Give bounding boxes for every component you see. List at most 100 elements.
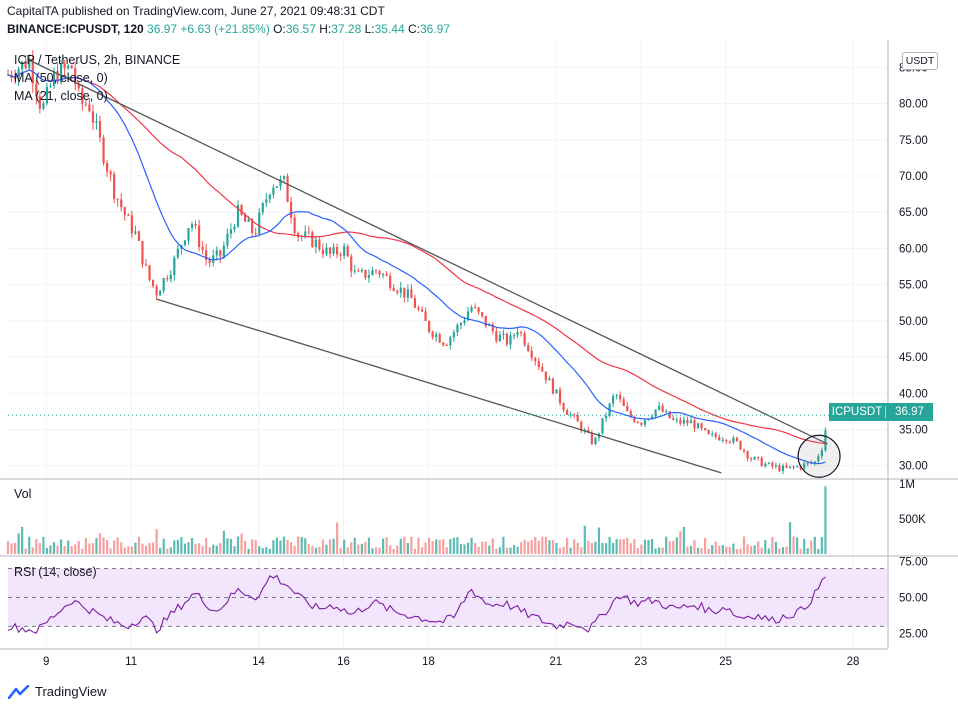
volume-bar (113, 540, 116, 554)
volume-bar (817, 549, 820, 554)
volume-bar (353, 537, 356, 554)
candle-body (516, 332, 519, 336)
candle-body (13, 77, 17, 79)
candle-body (343, 246, 346, 256)
volume-bar (293, 545, 296, 554)
volume-bar (601, 542, 604, 554)
volume-bar (52, 542, 56, 554)
volume-bar (778, 548, 781, 554)
volume-bar (675, 537, 678, 554)
candle-body (236, 205, 240, 227)
candle-body (120, 199, 123, 208)
volume-bar (629, 543, 632, 554)
volume-bar (212, 544, 215, 554)
candle-body (562, 403, 565, 411)
volume-bar (718, 545, 721, 554)
symbol-line: BINANCE:ICPUSDT, 120 36.97 +6.63 (+21.85… (7, 22, 450, 36)
candle-body (760, 457, 763, 467)
candle-body (45, 86, 49, 104)
volume-bar (13, 542, 17, 554)
volume-bar (166, 548, 169, 554)
candle-body (17, 69, 20, 79)
volume-bar (279, 540, 282, 554)
candle-body (226, 233, 229, 246)
candle-body (162, 278, 165, 291)
candle-body (205, 250, 208, 260)
volume-bar (215, 545, 218, 554)
candle-body (318, 239, 321, 250)
volume-bar (137, 536, 141, 554)
volume-bar (385, 537, 388, 554)
candle-body (353, 270, 356, 272)
candle-body (105, 163, 109, 172)
volume-tick-label: 500K (899, 514, 926, 526)
candle-body (95, 121, 98, 123)
candle-body (788, 466, 792, 468)
volume-bar (98, 533, 102, 554)
candle-body (520, 332, 523, 334)
volume-bar (813, 536, 816, 554)
volume-bar (258, 546, 261, 554)
candle-body (615, 395, 618, 397)
volume-bar (236, 536, 240, 554)
volume-bar (410, 536, 413, 554)
volume-bar (406, 542, 409, 554)
candle-body (190, 224, 194, 229)
candle-body (272, 187, 275, 195)
volume-bar (335, 522, 339, 554)
candle-body (70, 65, 73, 69)
candle-body (88, 104, 91, 112)
candle-body (144, 264, 148, 266)
volume-bar (721, 545, 724, 554)
x-tick-label: 14 (252, 656, 265, 668)
volume-bar (803, 538, 806, 554)
candle-body (470, 307, 473, 312)
volume-bar (374, 547, 378, 554)
volume-bar (59, 539, 63, 554)
volume-bar (109, 548, 112, 554)
volume-bar (130, 546, 133, 554)
volume-bar (608, 536, 611, 554)
candle-body (466, 311, 470, 321)
volume-bar (24, 548, 27, 554)
open-value: 36.57 (285, 22, 316, 36)
candle-body (77, 84, 80, 89)
candle-body (176, 248, 179, 258)
volume-bar (502, 536, 505, 554)
volume-bar (757, 541, 760, 554)
volume-bar (381, 538, 385, 554)
candle-body (420, 309, 424, 312)
volume-bar (233, 546, 236, 554)
volume-bar (116, 537, 119, 554)
volume-bar (357, 544, 360, 554)
candle-body (268, 194, 271, 200)
volume-bar (463, 544, 466, 554)
volume-bar (45, 547, 49, 554)
candle-body (141, 240, 144, 265)
published-line: CapitalTA published on TradingView.com, … (7, 4, 385, 18)
candle-body (251, 219, 254, 233)
candle-body (98, 121, 102, 138)
candle-body (527, 345, 530, 352)
currency-button[interactable]: USDT (902, 52, 938, 70)
volume-bar (396, 545, 399, 554)
candle-body (357, 270, 360, 272)
candle-body (746, 451, 749, 459)
volume-bar (180, 536, 183, 554)
y-tick-label: 60.00 (899, 243, 928, 255)
volume-bar (477, 546, 480, 554)
candle-body (682, 419, 685, 424)
candle-body (509, 335, 512, 345)
symbol-label: BINANCE:ICPUSDT, 120 (7, 22, 144, 36)
candle-body (84, 103, 87, 105)
candle-body (151, 279, 155, 286)
volume-bar (810, 540, 813, 554)
candle-body (389, 275, 392, 289)
footer: TradingView (8, 684, 107, 699)
candle-body (601, 418, 604, 434)
candle-body (396, 290, 399, 293)
volume-bar (735, 548, 739, 554)
volume-bar (297, 536, 300, 554)
footer-brand[interactable]: TradingView (35, 684, 107, 699)
